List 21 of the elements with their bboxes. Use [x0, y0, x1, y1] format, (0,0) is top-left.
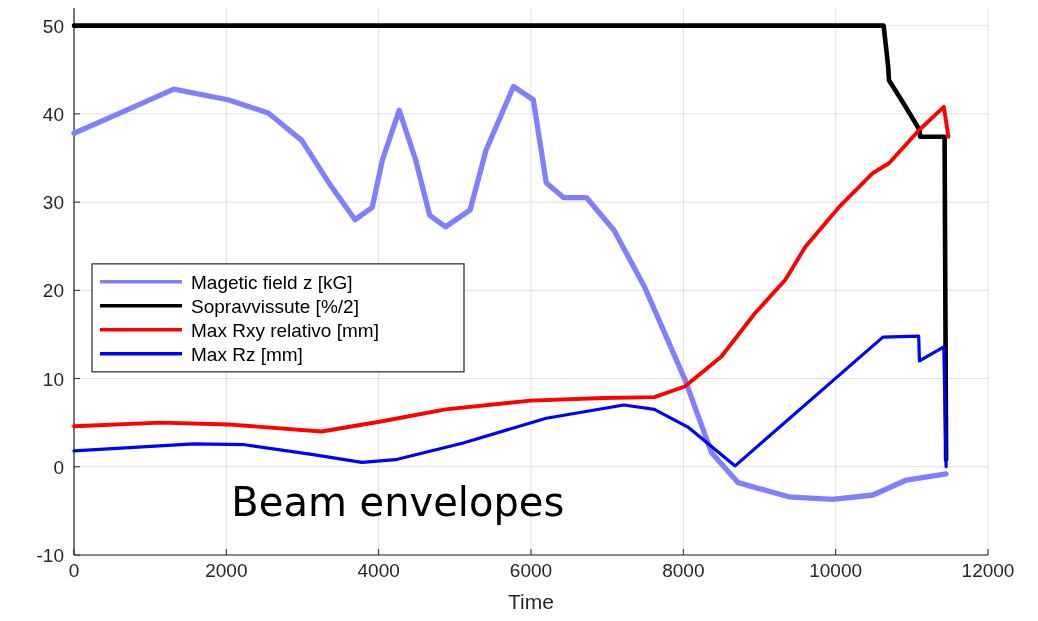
x-tick-label: 4000: [357, 560, 400, 581]
legend-label: Magetic field z [kG]: [191, 271, 353, 293]
y-tick-label: 30: [42, 192, 64, 214]
line-series: [72, 104, 951, 434]
x-tick-label: 8000: [662, 560, 705, 581]
legend-label: Max Rz [mm]: [191, 343, 303, 365]
y-tick-label: 40: [42, 103, 64, 125]
x-tick-label: 2000: [205, 560, 248, 581]
x-tick-label: 0: [68, 560, 80, 581]
y-tick-label: -10: [36, 545, 64, 566]
x-tick-label: 10000: [809, 560, 863, 581]
x-axis-title: Time: [508, 590, 554, 613]
annotation: Beam envelopes: [231, 479, 565, 526]
x-tick-label: 12000: [961, 560, 1015, 581]
x-tick-label: 6000: [509, 560, 553, 581]
y-tick-label: 10: [42, 368, 64, 390]
y-tick-label: 50: [42, 15, 64, 37]
y-tick-label: 0: [53, 456, 64, 478]
legend-label: Sopravvissute [%/2]: [191, 295, 359, 317]
y-tick-label: 20: [42, 280, 64, 302]
legend-label: Max Rxy relativo [mm]: [191, 319, 379, 341]
